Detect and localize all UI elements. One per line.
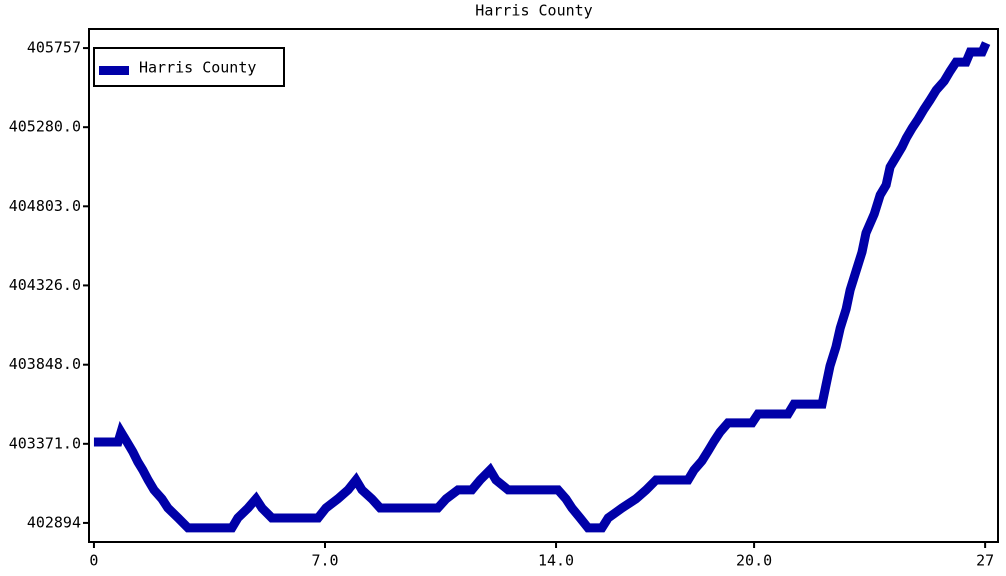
chart-title: Harris County [475, 2, 592, 20]
legend-swatch [99, 66, 129, 75]
legend-label: Harris County [139, 59, 256, 77]
y-tick-label: 403371.0 [9, 434, 81, 452]
x-tick-label: 27 [976, 552, 994, 570]
x-tick-label: 0 [89, 552, 98, 570]
y-tick-label: 405757 [27, 39, 81, 57]
y-tick-label: 404803.0 [9, 197, 81, 215]
x-tick-label: 20.0 [736, 552, 772, 570]
x-tick-label: 7.0 [311, 552, 338, 570]
y-tick-label: 405280.0 [9, 118, 81, 136]
y-tick-label: 402894 [27, 513, 81, 531]
y-tick-label: 403848.0 [9, 355, 81, 373]
x-tick-label: 14.0 [538, 552, 574, 570]
data-line [93, 41, 991, 533]
y-tick-label: 404326.0 [9, 276, 81, 294]
